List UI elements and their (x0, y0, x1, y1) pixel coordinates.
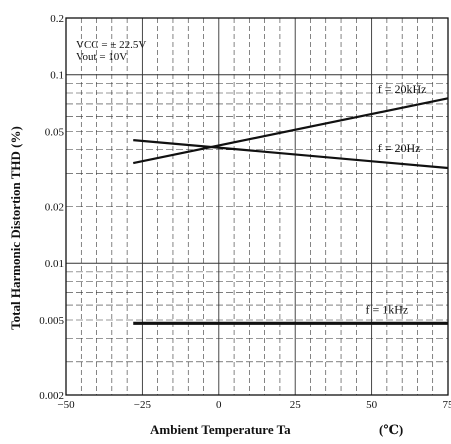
series-label: f = 1kHz (365, 303, 408, 317)
grid-layer (66, 18, 448, 395)
condition-label-vout: Vout = 10V (76, 51, 127, 63)
condition-label-vcc: VCC = ± 22.5V (76, 39, 146, 51)
x-tick-label: 0 (216, 399, 222, 411)
x-axis-title: Ambient Temperature Ta (150, 422, 291, 437)
series-label: f = 20Hz (378, 141, 421, 155)
label-layer: VCC = ± 22.5V Vout = 10V Ambient Tempera… (8, 13, 451, 437)
x-tick-label: 75 (443, 399, 451, 411)
y-tick-label: 0.1 (50, 70, 64, 82)
y-tick-label: 0.02 (45, 202, 64, 214)
y-tick-label: 0.01 (45, 258, 64, 270)
y-tick-label: 0.05 (45, 126, 65, 138)
y-axis-title: Total Harmonic Distortion THD (%) (8, 126, 23, 330)
x-tick-label: 50 (366, 399, 378, 411)
series-label: f = 20kHz (378, 82, 427, 96)
y-tick-label: 0.002 (39, 390, 64, 402)
y-tick-label: 0.005 (39, 315, 64, 327)
series-layer (133, 98, 448, 323)
x-tick-label: 25 (290, 399, 302, 411)
x-axis-unit: (℃) (379, 422, 403, 437)
x-tick-label: −25 (134, 399, 152, 411)
y-tick-label: 0.2 (50, 13, 64, 25)
